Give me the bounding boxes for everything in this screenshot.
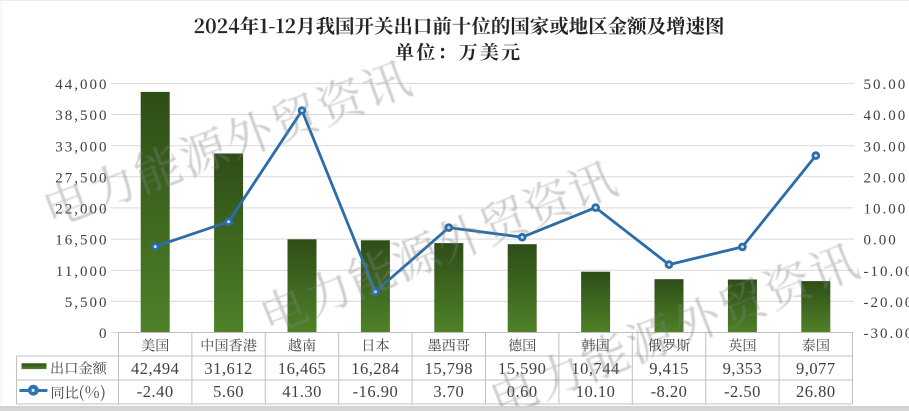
svg-text:10.10: 10.10 bbox=[576, 382, 616, 401]
svg-text:-16.90: -16.90 bbox=[353, 382, 399, 401]
svg-text:31,612: 31,612 bbox=[204, 359, 252, 378]
svg-text:0.00: 0.00 bbox=[864, 233, 898, 249]
svg-text:16,500: 16,500 bbox=[55, 233, 108, 249]
svg-text:0: 0 bbox=[99, 326, 109, 342]
svg-text:-20.00: -20.00 bbox=[864, 295, 909, 311]
svg-text:-2.50: -2.50 bbox=[724, 382, 761, 401]
svg-text:3.70: 3.70 bbox=[433, 382, 464, 401]
svg-text:33,000: 33,000 bbox=[55, 139, 108, 155]
svg-text:-8.20: -8.20 bbox=[651, 382, 688, 401]
svg-text:50.00: 50.00 bbox=[864, 77, 908, 93]
svg-text:-30.00: -30.00 bbox=[864, 326, 909, 342]
svg-text:42,494: 42,494 bbox=[131, 359, 179, 378]
svg-text:-10.00: -10.00 bbox=[864, 264, 909, 280]
svg-text:11,000: 11,000 bbox=[56, 264, 109, 280]
svg-text:40.00: 40.00 bbox=[864, 108, 908, 124]
svg-text:38,500: 38,500 bbox=[55, 108, 108, 124]
svg-text:-2.40: -2.40 bbox=[137, 382, 174, 401]
svg-text:9,353: 9,353 bbox=[723, 359, 763, 378]
svg-text:27,500: 27,500 bbox=[55, 170, 108, 186]
svg-text:9,077: 9,077 bbox=[796, 359, 836, 378]
svg-text:15,590: 15,590 bbox=[498, 359, 546, 378]
svg-text:5,500: 5,500 bbox=[65, 295, 109, 311]
svg-text:9,415: 9,415 bbox=[649, 359, 689, 378]
svg-text:44,000: 44,000 bbox=[55, 77, 108, 93]
svg-text:26.80: 26.80 bbox=[796, 382, 836, 401]
svg-text:15,798: 15,798 bbox=[425, 359, 473, 378]
svg-text:16,465: 16,465 bbox=[278, 359, 326, 378]
svg-text:41.30: 41.30 bbox=[282, 382, 322, 401]
svg-text:30.00: 30.00 bbox=[864, 139, 908, 155]
svg-text:16,284: 16,284 bbox=[351, 359, 399, 378]
svg-text:20.00: 20.00 bbox=[864, 170, 908, 186]
svg-text:10.00: 10.00 bbox=[864, 202, 908, 218]
svg-text:5.60: 5.60 bbox=[213, 382, 244, 401]
